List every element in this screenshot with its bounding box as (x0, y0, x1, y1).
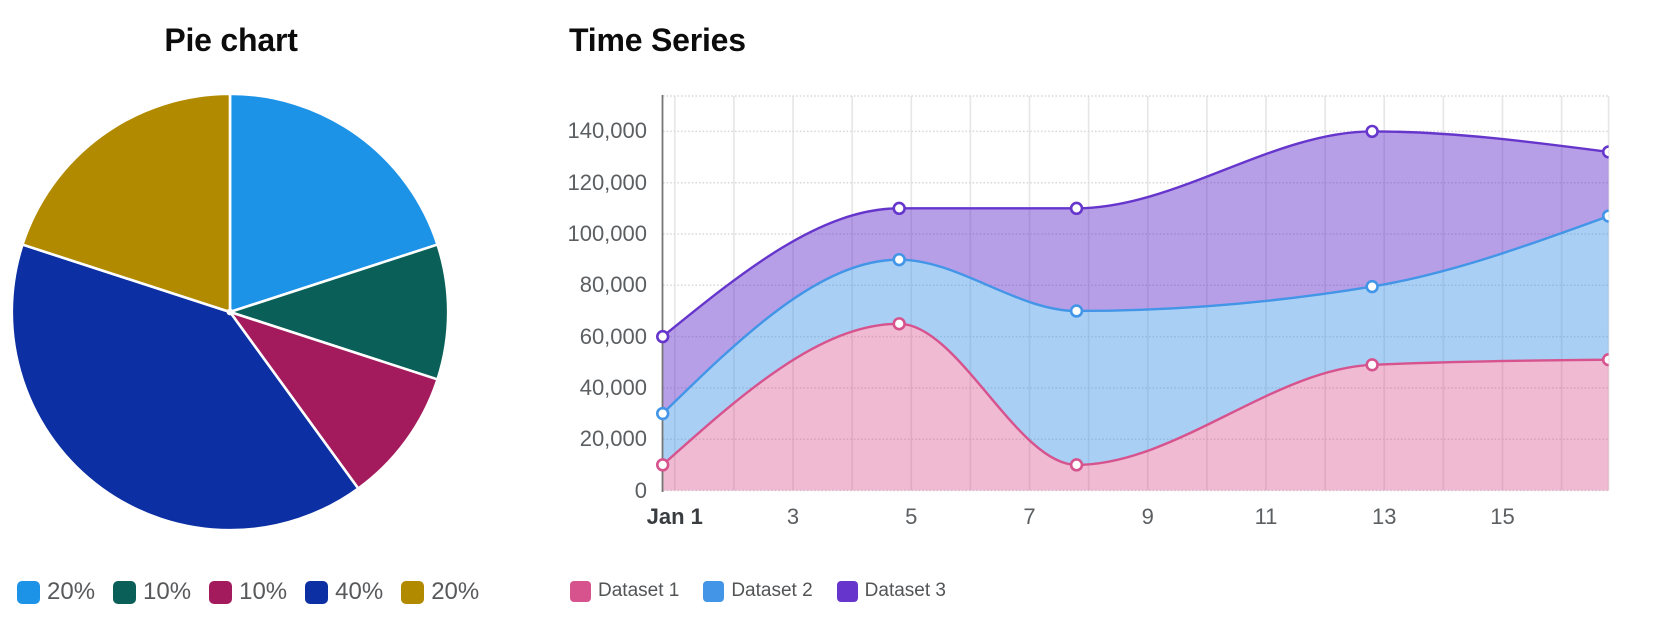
timeseries-legend-swatch-3 (836, 580, 858, 602)
timeseries-grid (663, 95, 1610, 492)
point-dataset-2-0[interactable] (655, 406, 670, 421)
y-axis-label-20000: 20,000 (579, 426, 647, 452)
point-dataset-3-2[interactable] (1069, 201, 1084, 216)
pie-slice-40%[interactable] (10, 243, 360, 532)
timeseries-legend-item-3[interactable]: Dataset 3 (836, 580, 946, 602)
pie-legend-swatch-1 (17, 580, 40, 604)
pie-legend-swatch-5 (401, 580, 425, 604)
pie-legend-swatch-3 (209, 580, 233, 604)
x-axis-label-13: 13 (1371, 504, 1397, 529)
point-dataset-1-4[interactable] (1601, 352, 1614, 367)
x-axis-label-Jan-1: Jan 1 (646, 504, 703, 529)
y-axis-label-60000: 60,000 (579, 323, 647, 349)
pie-legend-item-1[interactable]: 20% (17, 578, 95, 606)
point-dataset-2-1[interactable] (892, 252, 906, 267)
y-axis-label-80000: 80,000 (579, 272, 647, 298)
area-fill-dataset-3 (663, 131, 1609, 414)
timeseries-legend-swatch-1 (570, 580, 591, 602)
x-axis-label-3: 3 (786, 504, 800, 529)
y-axis-label-140000: 140,000 (567, 118, 647, 144)
point-dataset-3-4[interactable] (1601, 145, 1614, 159)
pie-legend-label-2: 10% (143, 578, 192, 605)
pie-legend-swatch-2 (113, 580, 137, 604)
pie-slice-10%[interactable] (228, 243, 450, 381)
pie-legend-label-3: 10% (239, 578, 288, 605)
point-dataset-1-3[interactable] (1365, 358, 1379, 372)
timeseries-chart-title: Time Series (569, 22, 746, 58)
pie-legend-label-1: 20% (47, 578, 96, 605)
line-dataset-3 (663, 130, 1609, 338)
pie-legend-swatch-4 (305, 580, 329, 604)
point-dataset-3-1[interactable] (892, 201, 906, 216)
x-axis-label-9: 9 (1141, 504, 1154, 529)
point-dataset-3-0[interactable] (655, 329, 670, 344)
y-axis-label-100000: 100,000 (567, 221, 647, 246)
timeseries-markers[interactable] (655, 124, 1614, 472)
pie-slice-10%[interactable] (228, 310, 439, 490)
timeseries-legend-label-2: Dataset 2 (731, 580, 813, 601)
point-dataset-1-0[interactable] (655, 458, 670, 472)
pie-center-dot (226, 308, 234, 316)
timeseries-legend-item-1[interactable]: Dataset 1 (570, 580, 679, 602)
point-dataset-1-2[interactable] (1069, 458, 1084, 472)
point-dataset-2-3[interactable] (1365, 279, 1379, 294)
pie-legend-item-2[interactable]: 10% (113, 578, 191, 606)
point-dataset-1-1[interactable] (892, 317, 906, 331)
y-axis-label-120000: 120,000 (567, 169, 647, 195)
area-fill-dataset-2 (663, 216, 1609, 465)
timeseries-chart-legend: Dataset 1 Dataset 2 Dataset 3 (570, 580, 946, 602)
y-axis-label-40000: 40,000 (579, 374, 647, 400)
pie-chart-legend: 20% 10% 10% 40% 20% (17, 578, 479, 606)
pie-slice-20%[interactable] (228, 92, 439, 314)
timeseries-legend-label-3: Dataset 3 (864, 580, 946, 601)
pie-chart-title: Pie chart (164, 22, 298, 58)
pie-legend-item-3[interactable]: 10% (209, 578, 287, 606)
pie-slice-20%[interactable] (21, 92, 232, 314)
timeseries-graphic[interactable] (655, 95, 1614, 492)
timeseries-legend-label-1: Dataset 1 (598, 580, 680, 601)
x-axis-label-15: 15 (1490, 504, 1515, 529)
point-dataset-2-2[interactable] (1069, 304, 1084, 318)
timeseries-legend-swatch-2 (703, 580, 725, 602)
x-axis-label-11: 11 (1254, 504, 1278, 529)
pie-legend-item-5[interactable]: 20% (401, 578, 479, 606)
pie-legend-item-4[interactable]: 40% (305, 578, 383, 606)
x-axis-label-5: 5 (905, 504, 918, 529)
point-dataset-2-4[interactable] (1601, 209, 1614, 223)
timeseries-legend-item-2[interactable]: Dataset 2 (703, 580, 813, 602)
pie-graphic[interactable] (10, 92, 450, 532)
point-dataset-3-3[interactable] (1365, 124, 1379, 139)
pie-legend-label-5: 20% (431, 578, 480, 605)
y-axis-label-0: 0 (634, 477, 647, 503)
pie-legend-label-4: 40% (335, 578, 384, 605)
x-axis-label-7: 7 (1023, 504, 1036, 529)
